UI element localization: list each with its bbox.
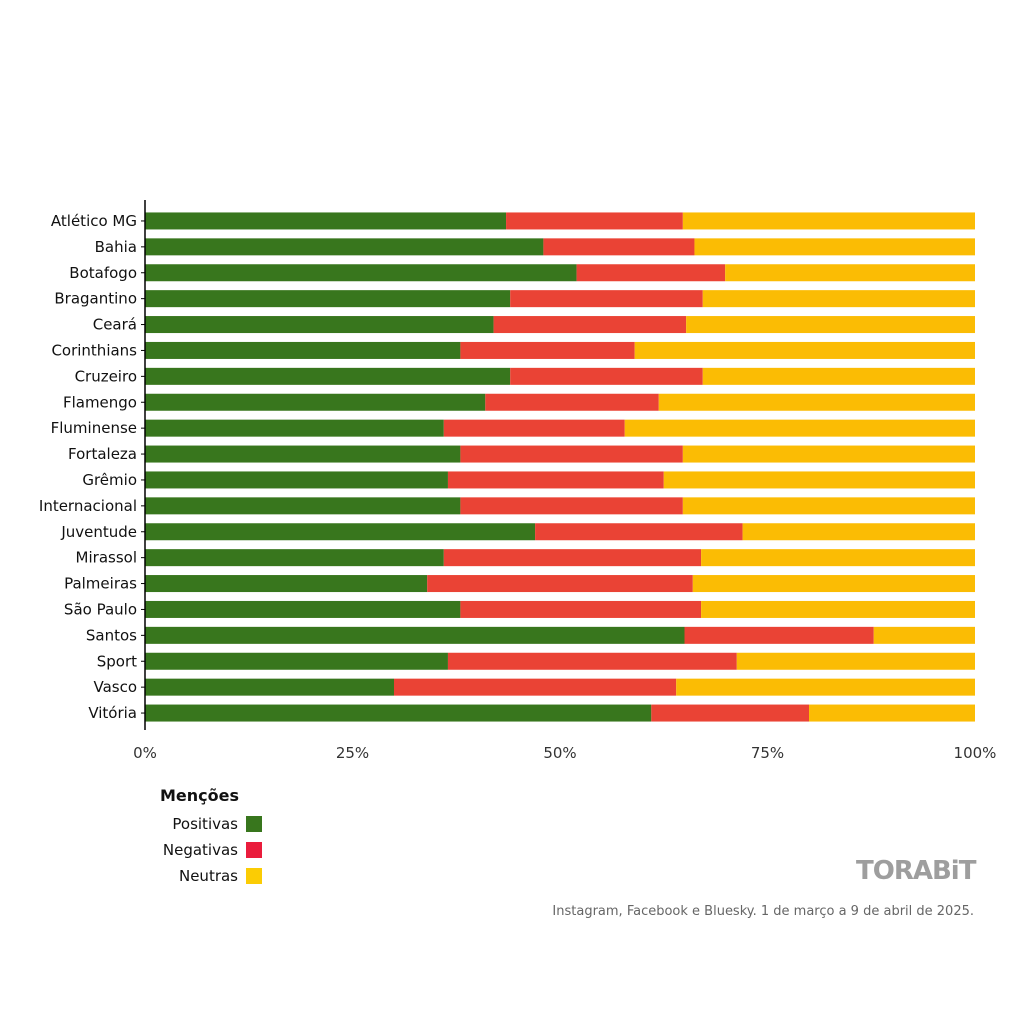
category-label-botafogo: Botafogo [69,264,137,282]
bar-ceara-negativas [493,316,687,334]
bar-fortaleza-positivas [145,445,461,463]
category-label-flamengo: Flamengo [63,393,137,411]
category-label-santos: Santos [86,626,137,644]
category-label-vitoria: Vitória [88,704,137,722]
bar-sao-paulo-negativas [460,600,702,618]
category-label-juventude: Juventude [60,523,137,541]
bar-botafogo-neutras [725,264,975,282]
bar-sao-paulo-neutras [701,600,975,618]
bar-juventude-positivas [145,523,536,541]
category-label-sao-paulo: São Paulo [64,600,137,618]
legend-swatch-neutras [246,868,262,884]
bar-bahia-neutras [694,238,975,256]
bar-bahia-positivas [145,238,544,256]
bar-atletico-mg-positivas [145,212,507,230]
bar-vasco-positivas [145,678,394,696]
bar-vitoria-neutras [809,704,975,722]
legend-item-positivas: Positivas [150,811,262,837]
bar-mirassol-negativas [443,549,702,567]
x-tick-label-50: 50% [543,744,576,762]
category-label-mirassol: Mirassol [76,549,137,567]
x-tick-label-0: 0% [133,744,157,762]
category-label-atletico-mg: Atlético MG [51,212,137,230]
bar-fluminense-negativas [443,419,625,437]
legend-item-negativas: Negativas [150,837,262,863]
bar-fortaleza-negativas [460,445,683,463]
bar-internacional-negativas [460,497,683,515]
bar-santos-negativas [684,626,874,644]
legend-label-neutras: Neutras [178,867,238,885]
bar-cruzeiro-negativas [510,367,703,385]
bar-fluminense-positivas [145,419,444,437]
bar-vitoria-positivas [145,704,652,722]
category-label-sport: Sport [97,652,137,670]
x-tick-label-75: 75% [751,744,784,762]
category-label-corinthians: Corinthians [51,341,137,359]
bar-internacional-positivas [145,497,461,515]
bar-flamengo-neutras [658,393,975,411]
category-label-fluminense: Fluminense [51,419,137,437]
bar-ceara-positivas [145,316,494,334]
bar-ceara-neutras [686,316,975,334]
bar-bragantino-negativas [510,290,703,308]
bar-sport-negativas [447,652,737,670]
bar-internacional-neutras [682,497,975,515]
bar-flamengo-negativas [485,393,659,411]
bar-santos-neutras [873,626,975,644]
category-label-fortaleza: Fortaleza [68,445,137,463]
legend-title: Menções [160,786,240,805]
category-label-vasco: Vasco [93,678,137,696]
bar-cruzeiro-neutras [702,367,975,385]
bar-cruzeiro-positivas [145,367,511,385]
bar-botafogo-positivas [145,264,577,282]
bar-fortaleza-neutras [682,445,975,463]
bar-palmeiras-negativas [427,575,693,593]
bar-sport-positivas [145,652,448,670]
bar-vitoria-negativas [651,704,809,722]
legend-swatch-positivas [246,816,262,832]
bar-mirassol-neutras [701,549,975,567]
category-label-palmeiras: Palmeiras [64,575,137,593]
bar-gremio-positivas [145,471,448,489]
bar-juventude-negativas [535,523,743,541]
bar-flamengo-positivas [145,393,486,411]
bar-bragantino-positivas [145,290,511,308]
bar-palmeiras-positivas [145,575,428,593]
category-label-internacional: Internacional [39,497,137,515]
legend-swatch-negativas [246,842,262,858]
source-note: Instagram, Facebook e Bluesky. 1 de març… [552,904,974,919]
bar-gremio-negativas [447,471,664,489]
bar-sport-neutras [736,652,975,670]
bar-bragantino-neutras [702,290,975,308]
bar-botafogo-negativas [576,264,726,282]
bar-sao-paulo-positivas [145,600,461,618]
bar-palmeiras-neutras [692,575,975,593]
brand-logo: TORABiT [856,856,976,886]
bar-gremio-neutras [663,471,975,489]
legend: Menções Positivas Negativas Neutras [150,786,270,889]
legend-label-negativas: Negativas [162,841,238,859]
category-label-ceara: Ceará [93,316,137,334]
legend-label-positivas: Positivas [172,815,238,833]
bar-corinthians-positivas [145,341,461,359]
category-label-cruzeiro: Cruzeiro [75,367,137,385]
category-label-bahia: Bahia [95,238,137,256]
category-label-gremio: Grêmio [82,471,137,489]
bar-juventude-neutras [742,523,975,541]
bar-atletico-mg-neutras [682,212,975,230]
x-tick-label-25: 25% [336,744,369,762]
bar-vasco-neutras [676,678,975,696]
bar-corinthians-neutras [634,341,975,359]
bar-bahia-negativas [543,238,695,256]
category-label-bragantino: Bragantino [54,290,137,308]
bar-vasco-negativas [394,678,677,696]
bar-corinthians-negativas [460,341,635,359]
bar-santos-positivas [145,626,685,644]
x-tick-label-100: 100% [954,744,997,762]
bar-fluminense-neutras [624,419,975,437]
legend-item-neutras: Neutras [150,863,262,889]
bar-atletico-mg-negativas [506,212,683,230]
bar-mirassol-positivas [145,549,444,567]
